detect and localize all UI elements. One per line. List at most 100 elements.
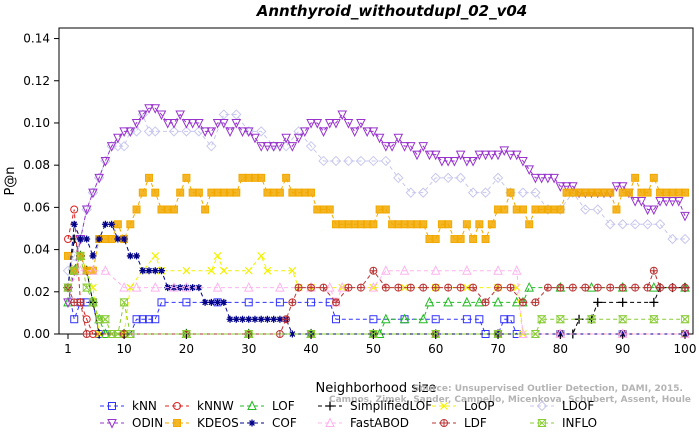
data-point-lof <box>493 296 503 307</box>
data-point-ldf <box>469 283 478 292</box>
data-point-kdeos <box>257 173 266 182</box>
legend-label-kdeos: KDEOS <box>197 416 239 430</box>
data-point-inflo <box>94 315 104 324</box>
data-point-ldof <box>380 155 392 167</box>
data-point-kdeos <box>182 173 191 182</box>
data-point-loop <box>288 266 297 275</box>
data-point-odin <box>318 127 329 138</box>
data-point-kdeos <box>525 220 534 229</box>
data-point-odin <box>449 156 460 167</box>
data-point-ldf <box>681 283 689 292</box>
data-point-kdeos <box>631 173 640 182</box>
data-point-ldf <box>581 283 590 292</box>
data-point-inflo <box>119 298 129 307</box>
data-point-lof <box>474 296 485 307</box>
data-point-ldf <box>344 283 353 292</box>
data-point-odin <box>206 127 217 138</box>
data-point-kdeos <box>500 205 509 214</box>
data-point-kdeos <box>456 235 465 244</box>
data-point-ldof <box>642 219 653 230</box>
data-point-odin <box>405 142 416 152</box>
data-point-kdeos <box>132 205 141 214</box>
x-tick-label: 10 <box>116 342 131 356</box>
data-point-kdeos <box>612 205 621 214</box>
data-point-kdeos <box>176 188 185 197</box>
legend-marker-simplifiedlof <box>325 401 335 411</box>
data-point-odin <box>337 110 348 121</box>
data-point-kdeos <box>194 188 203 197</box>
data-point-ldof <box>442 172 454 184</box>
data-point-cof <box>139 267 147 275</box>
data-point-odin <box>187 118 198 129</box>
legend-item-kdeos: KDEOS <box>165 416 239 430</box>
data-point-odin <box>231 118 242 129</box>
legend-marker-kdeos <box>173 419 181 427</box>
legend: kNN kNNW LOF SimplifiedLOF LoOP LDOF ODIN KDEOS… <box>100 399 597 430</box>
legend-marker-ldof <box>536 400 548 412</box>
data-point-knn <box>151 315 160 324</box>
data-point-knn <box>369 315 378 324</box>
data-point-ldf <box>394 283 403 292</box>
legend-label-knnw: kNNW <box>197 399 234 413</box>
data-point-cof <box>263 315 271 323</box>
data-point-ldf <box>356 283 365 292</box>
data-point-lof <box>586 281 597 292</box>
data-point-cof <box>245 315 253 323</box>
data-point-odin <box>661 197 672 207</box>
data-point-odin <box>212 118 223 129</box>
data-point-inflo <box>530 330 541 338</box>
series-fastabod <box>63 265 690 338</box>
legend-marker-knnw <box>173 402 181 410</box>
data-point-ldf <box>331 298 340 307</box>
data-point-odin <box>617 182 628 192</box>
data-point-odin <box>169 118 179 129</box>
data-point-kdeos <box>145 173 154 182</box>
data-point-ldf <box>369 266 378 275</box>
data-point-inflo <box>649 315 659 324</box>
data-point-odin <box>181 118 192 129</box>
data-point-odin <box>281 133 291 144</box>
data-point-odin <box>63 298 73 308</box>
data-point-ldof <box>455 172 466 184</box>
data-point-ldf <box>381 283 390 292</box>
data-point-cof <box>120 235 128 243</box>
data-point-inflo <box>536 315 547 324</box>
data-point-fastabod <box>181 281 192 292</box>
data-point-odin <box>275 142 285 152</box>
data-point-odin <box>368 127 379 138</box>
data-point-odin <box>362 127 372 138</box>
y-tick-label: 0.04 <box>23 243 50 257</box>
data-point-odin <box>94 173 104 184</box>
y-tick-label: 0.06 <box>23 200 50 214</box>
data-point-ldof <box>355 155 367 167</box>
data-point-loop <box>151 251 160 260</box>
data-point-cof <box>151 267 159 275</box>
data-point-loop <box>207 266 216 275</box>
data-point-odin <box>455 150 466 161</box>
y-axis: 0.00 0.02 0.04 0.06 0.08 0.10 0.12 0.14 <box>23 32 59 341</box>
data-point-lof <box>462 296 472 307</box>
data-point-odin <box>412 150 422 161</box>
data-point-cof <box>76 235 84 243</box>
data-point-kdeos <box>138 188 147 197</box>
data-point-ldf <box>282 315 291 324</box>
data-point-odin <box>549 173 559 184</box>
data-point-fastabod <box>119 281 129 292</box>
data-point-ldf <box>494 283 503 292</box>
legend-label-loop: LoOP <box>464 399 495 413</box>
data-point-odin <box>306 118 316 129</box>
data-point-knn <box>500 315 509 324</box>
data-point-kdeos <box>624 188 633 197</box>
data-point-ldof <box>330 155 342 167</box>
data-point-inflo <box>88 298 98 307</box>
data-point-cof <box>251 315 259 323</box>
series-loop <box>64 251 689 338</box>
data-point-kdeos <box>518 205 527 214</box>
data-point-odin <box>125 127 136 138</box>
y-tick-label: 0.12 <box>23 74 50 88</box>
data-point-kdeos <box>307 188 316 197</box>
data-point-odin <box>424 150 435 161</box>
data-point-loop <box>244 266 253 275</box>
data-point-odin <box>250 133 260 144</box>
data-point-odin <box>100 156 111 167</box>
